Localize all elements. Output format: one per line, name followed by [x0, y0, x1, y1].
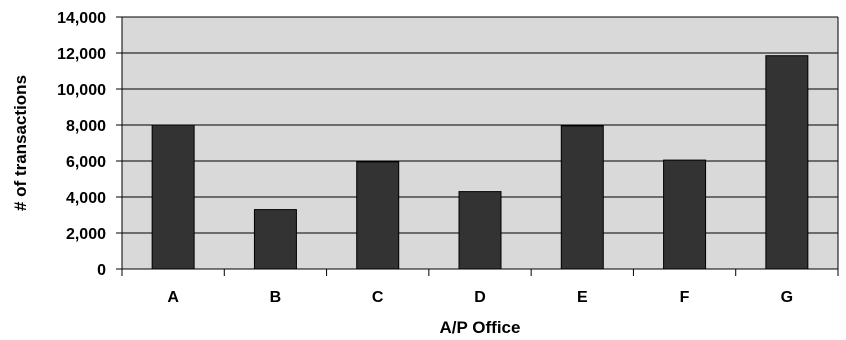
y-tick-label: 2,000	[66, 226, 106, 243]
y-tick-label: 8,000	[66, 118, 106, 135]
x-axis-ticks: A B C D E F G	[121, 269, 839, 306]
x-axis-title: A/P Office	[440, 318, 521, 337]
x-tick-label: F	[680, 289, 690, 306]
bar-c	[356, 161, 400, 270]
y-tick-label: 6,000	[66, 154, 106, 171]
x-tick-label: D	[474, 289, 486, 306]
bar-b	[253, 209, 297, 270]
y-tick-label: 10,000	[57, 82, 106, 99]
bar-g	[765, 55, 809, 270]
y-tick-label: 4,000	[66, 190, 106, 207]
bar-a	[151, 124, 195, 270]
y-axis-title: # of transactions	[11, 75, 30, 211]
x-tick-label: A	[167, 289, 179, 306]
x-tick-label: E	[577, 289, 588, 306]
y-tick-label: 14,000	[57, 10, 106, 27]
y-tick-label: 0	[97, 262, 106, 279]
bar-d	[458, 191, 502, 270]
bar-f	[663, 159, 707, 270]
bar-e	[560, 125, 604, 270]
x-tick-label: G	[781, 289, 793, 306]
y-axis-ticks: 0 2,000 4,000 6,000 8,000 10,000 12,000 14,000	[57, 10, 122, 279]
axes	[121, 17, 839, 270]
x-tick-label: B	[270, 289, 282, 306]
x-tick-label: C	[372, 289, 384, 306]
y-tick-label: 12,000	[57, 46, 106, 63]
